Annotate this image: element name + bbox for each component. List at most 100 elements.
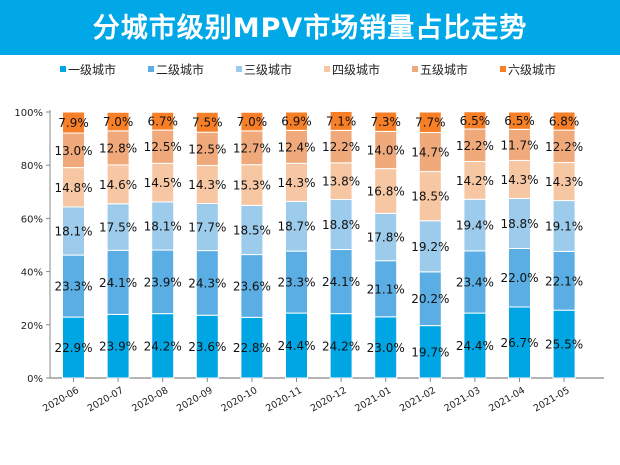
data-label: 24.4% — [456, 339, 494, 353]
legend-label: 一级城市 — [68, 62, 116, 77]
legend-label: 三级城市 — [244, 62, 292, 77]
data-label: 18.5% — [233, 223, 271, 237]
x-tick-label: 2020-08 — [130, 385, 170, 414]
x-tick-label: 2021-05 — [532, 385, 572, 414]
legend-swatch — [324, 66, 330, 72]
x-tick-label: 2020-06 — [41, 385, 81, 414]
x-tick-label: 2020-07 — [86, 385, 126, 414]
x-tick-label: 2021-01 — [353, 385, 393, 414]
data-label: 23.6% — [233, 279, 271, 293]
y-tick-label: 80% — [21, 161, 43, 172]
data-label: 13.8% — [322, 175, 360, 189]
data-label: 24.1% — [322, 275, 360, 289]
legend-label: 四级城市 — [332, 62, 380, 77]
data-label: 12.2% — [322, 140, 360, 154]
legend-swatch — [236, 66, 242, 72]
data-label: 6.5% — [504, 114, 535, 128]
data-label: 23.9% — [99, 340, 137, 354]
data-label: 19.1% — [545, 219, 583, 233]
x-tick-label: 2020-11 — [264, 385, 304, 414]
y-tick-label: 60% — [21, 214, 43, 225]
data-label: 25.5% — [545, 338, 583, 352]
data-label: 12.2% — [545, 140, 583, 154]
x-tick-label: 2020-12 — [309, 385, 349, 414]
bar-segment — [62, 111, 85, 134]
data-label: 18.5% — [411, 190, 449, 204]
data-label: 22.9% — [54, 341, 92, 355]
data-label: 18.8% — [322, 218, 360, 232]
data-label: 14.3% — [500, 173, 538, 187]
legend-swatch — [412, 66, 418, 72]
data-label: 7.1% — [326, 114, 357, 128]
data-label: 24.4% — [277, 339, 315, 353]
data-label: 7.9% — [58, 116, 89, 130]
bar-segment — [418, 111, 442, 133]
legend-swatch — [148, 66, 154, 72]
data-label: 18.1% — [144, 219, 182, 233]
data-label: 23.3% — [54, 280, 92, 294]
data-label: 7.7% — [415, 116, 446, 130]
data-label: 14.7% — [411, 146, 449, 160]
y-tick-label: 100% — [14, 108, 43, 119]
data-label: 22.1% — [545, 274, 583, 288]
bar-segment — [374, 111, 398, 132]
data-label: 12.4% — [277, 140, 315, 154]
bar-segment — [285, 111, 308, 131]
data-label: 14.3% — [188, 178, 226, 192]
data-label: 20.2% — [411, 292, 449, 306]
bar-segment — [240, 111, 264, 132]
data-label: 23.0% — [367, 341, 405, 355]
legend-label: 五级城市 — [420, 62, 468, 77]
data-label: 12.2% — [456, 139, 494, 153]
data-label: 7.5% — [192, 116, 223, 130]
data-label: 14.0% — [367, 144, 405, 158]
data-label: 23.4% — [456, 275, 494, 289]
x-tick-label: 2021-03 — [443, 385, 483, 414]
legend-swatch — [60, 66, 66, 72]
data-label: 15.3% — [233, 179, 271, 193]
data-label: 14.8% — [54, 181, 92, 195]
data-label: 18.8% — [500, 217, 538, 231]
data-label: 7.0% — [103, 115, 134, 129]
data-label: 24.2% — [322, 339, 360, 353]
bar-segment — [508, 111, 531, 130]
data-label: 16.8% — [367, 185, 405, 199]
data-label: 6.7% — [147, 115, 178, 129]
data-label: 12.5% — [144, 140, 182, 154]
y-tick-label: 40% — [21, 268, 43, 279]
data-label: 19.4% — [456, 219, 494, 233]
bar-segment — [463, 111, 487, 130]
data-label: 18.7% — [277, 220, 315, 234]
data-label: 14.6% — [99, 178, 137, 192]
bar-segment — [195, 111, 219, 133]
x-tick-label: 2020-10 — [220, 385, 260, 414]
data-label: 12.5% — [188, 142, 226, 156]
data-label: 12.7% — [233, 141, 271, 155]
data-label: 24.3% — [188, 276, 226, 290]
data-label: 19.2% — [411, 240, 449, 254]
data-label: 23.3% — [277, 276, 315, 290]
y-tick-label: 20% — [21, 321, 43, 332]
data-label: 17.5% — [99, 221, 137, 235]
data-label: 22.0% — [500, 271, 538, 285]
legend-swatch — [500, 66, 506, 72]
data-label: 18.1% — [54, 225, 92, 239]
legend-label: 六级城市 — [508, 62, 556, 77]
x-tick-label: 2021-02 — [398, 385, 438, 414]
bar-segment — [552, 111, 576, 131]
data-label: 17.8% — [367, 231, 405, 245]
data-label: 11.7% — [500, 138, 538, 152]
y-tick-label: 0% — [27, 374, 43, 385]
data-label: 13.0% — [54, 144, 92, 158]
x-tick-label: 2020-09 — [175, 385, 215, 414]
data-label: 24.1% — [99, 276, 137, 290]
legend-label: 二级城市 — [156, 62, 204, 77]
data-label: 12.8% — [99, 141, 137, 155]
bar-segment — [151, 111, 175, 131]
data-label: 19.7% — [411, 345, 449, 359]
data-label: 6.5% — [460, 114, 491, 128]
bar-segment — [329, 110, 353, 131]
chart-title: 分城市级别MPV市场销量占比走势 — [0, 0, 620, 55]
data-label: 14.3% — [277, 176, 315, 190]
